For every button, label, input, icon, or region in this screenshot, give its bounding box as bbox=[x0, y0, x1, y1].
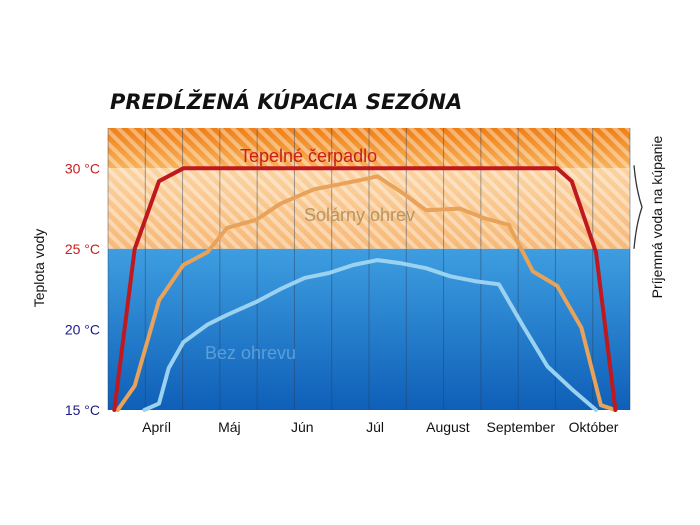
series-line-0 bbox=[112, 166, 618, 412]
y-axis-ticks: 30 °C 25 °C 20 °C 15 °C bbox=[65, 160, 100, 418]
y-tick-label: 30 °C bbox=[65, 160, 100, 176]
y-tick-label: 25 °C bbox=[65, 241, 100, 257]
series-layer bbox=[112, 166, 618, 412]
x-tick-label: Júl bbox=[366, 419, 384, 435]
x-tick-label: Máj bbox=[218, 419, 241, 435]
series-line-1 bbox=[115, 174, 618, 412]
x-tick-label: Jún bbox=[291, 419, 314, 435]
series-line-2 bbox=[142, 258, 598, 412]
comfort-label: Príjemná voda na kúpanie bbox=[649, 135, 665, 298]
y-tick-label: 15 °C bbox=[65, 402, 100, 418]
comfort-band-hatch bbox=[108, 128, 630, 249]
series-label-heat-pump: Tepelné čerpadlo bbox=[240, 146, 377, 166]
x-tick-label: Apríl bbox=[142, 419, 171, 435]
series-label-no-heating: Bez ohrevu bbox=[205, 343, 296, 363]
x-axis-ticks: Apríl Máj Jún Júl August September Október bbox=[142, 419, 619, 435]
x-tick-label: September bbox=[487, 419, 556, 435]
series-label-solar: Solárny ohrev bbox=[304, 205, 415, 225]
comfort-brace bbox=[633, 165, 643, 249]
chart-title: PREDĹŽENÁ KÚPACIA SEZÓNA bbox=[110, 89, 462, 114]
x-tick-label: Október bbox=[569, 419, 619, 435]
x-tick-label: August bbox=[426, 419, 470, 435]
y-axis-label: Teplota vody bbox=[31, 229, 47, 308]
y-tick-label: 20 °C bbox=[65, 321, 100, 337]
grid-lines bbox=[107, 128, 631, 410]
